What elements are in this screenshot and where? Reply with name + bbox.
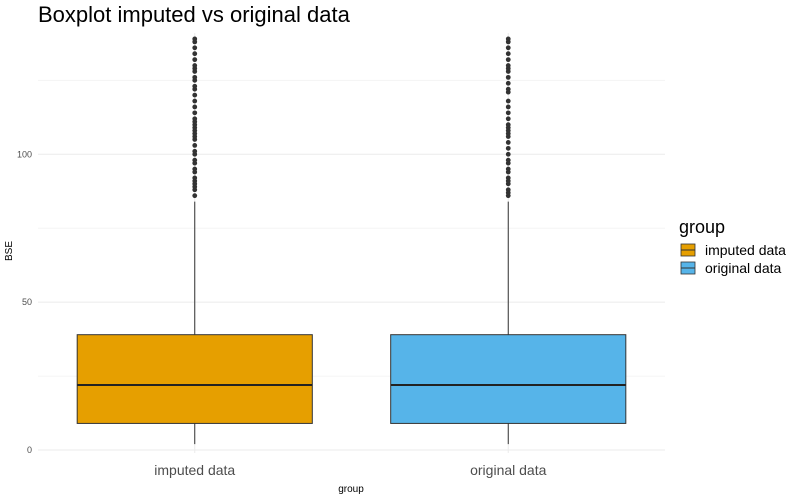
outlier-point (192, 157, 198, 163)
legend-key (680, 243, 696, 257)
outlier-point (505, 80, 511, 86)
chart-title: Boxplot imputed vs original data (38, 2, 351, 27)
x-tick-label: original data (470, 462, 546, 478)
x-axis-title: group (338, 484, 364, 495)
y-ticks: 0 50 100 (17, 149, 32, 455)
legend: group imputed data original data (679, 217, 786, 276)
outlier-point (192, 116, 198, 122)
y-tick-label: 100 (17, 149, 32, 159)
outlier-point (505, 98, 511, 104)
outlier-point (192, 110, 198, 116)
legend-title: group (679, 217, 725, 237)
outlier-point (505, 110, 511, 116)
outlier-point (192, 142, 198, 148)
box-group (76, 36, 313, 445)
outlier-point (505, 187, 511, 193)
legend-label: original data (705, 260, 781, 276)
outlier-point (505, 145, 511, 151)
outlier-point (192, 57, 198, 63)
y-axis-title: BSE (4, 241, 15, 261)
outlier-point (505, 116, 511, 122)
outlier-point (192, 51, 198, 57)
outlier-point (192, 104, 198, 110)
outlier-point (192, 92, 198, 98)
outlier-point (192, 193, 198, 199)
legend-label: imputed data (705, 242, 786, 258)
outlier-point (505, 36, 511, 42)
outlier-point (505, 63, 511, 68)
outlier-point (505, 166, 511, 172)
outlier-point (505, 86, 511, 92)
outlier-point (505, 122, 511, 128)
y-tick-label: 50 (22, 297, 32, 307)
outlier-point (192, 83, 198, 89)
box-group (390, 36, 627, 445)
outlier-point (505, 51, 511, 57)
y-tick-label: 0 (27, 445, 32, 455)
outlier-point (505, 140, 511, 145)
legend-key (680, 261, 696, 275)
outlier-point (505, 104, 511, 110)
outlier-point (505, 151, 511, 157)
x-tick-label: imputed data (154, 462, 235, 478)
outlier-point (505, 45, 511, 51)
outlier-point (192, 148, 198, 154)
box (390, 334, 627, 424)
outlier-point (192, 166, 198, 172)
box (76, 334, 313, 424)
outlier-point (192, 45, 198, 51)
outlier-point (192, 98, 198, 104)
outlier-point (192, 36, 198, 42)
outlier-point (505, 157, 511, 163)
boxes (76, 36, 627, 445)
outlier-point (505, 74, 511, 80)
outlier-point (192, 63, 198, 68)
x-ticks: imputed data original data (154, 462, 546, 478)
outlier-point (505, 57, 511, 63)
outlier-point (192, 74, 198, 80)
outlier-point (505, 175, 511, 181)
outlier-point (192, 175, 198, 181)
